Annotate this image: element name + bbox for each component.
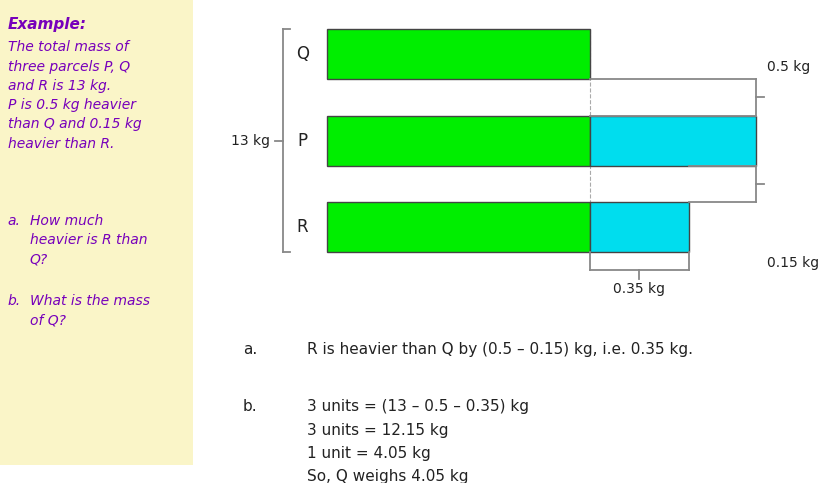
Text: 3 units = 12.15 kg: 3 units = 12.15 kg [307,423,448,438]
Text: 0.15 kg: 0.15 kg [767,256,820,270]
Text: Q: Q [296,45,309,63]
Bar [327,115,590,166]
Bar [0,0,193,465]
Text: R is heavier than Q by (0.5 – 0.15) kg, i.e. 0.35 kg.: R is heavier than Q by (0.5 – 0.15) kg, … [307,341,693,357]
Text: a.: a. [243,341,257,357]
Text: So, Q weighs 4.05 kg: So, Q weighs 4.05 kg [307,469,468,483]
Text: 0.5 kg: 0.5 kg [767,60,810,74]
Bar [327,29,590,79]
Text: three parcels P, Q: three parcels P, Q [8,60,130,74]
Text: a.: a. [8,213,21,227]
Text: What is the mass
of Q?: What is the mass of Q? [30,294,150,327]
Text: R: R [296,218,308,236]
Text: 13 kg: 13 kg [230,133,270,147]
Text: than Q and 0.15 kg: than Q and 0.15 kg [8,117,141,131]
Text: P is 0.5 kg heavier: P is 0.5 kg heavier [8,98,136,112]
Text: and R is 13 kg.: and R is 13 kg. [8,79,111,93]
Text: 1 unit = 4.05 kg: 1 unit = 4.05 kg [307,446,431,461]
Text: 0.35 kg: 0.35 kg [613,282,666,296]
Text: heavier than R.: heavier than R. [8,137,114,151]
Text: How much
heavier is R than
Q?: How much heavier is R than Q? [30,213,147,267]
Text: b.: b. [243,399,258,414]
Bar [327,202,590,252]
Bar [590,202,689,252]
Text: P: P [297,131,308,150]
Text: The total mass of: The total mass of [8,41,129,55]
Bar [590,115,756,166]
Text: 3 units = (13 – 0.5 – 0.35) kg: 3 units = (13 – 0.5 – 0.35) kg [307,399,529,414]
Text: b.: b. [8,294,21,308]
Text: Example:: Example: [8,17,87,32]
